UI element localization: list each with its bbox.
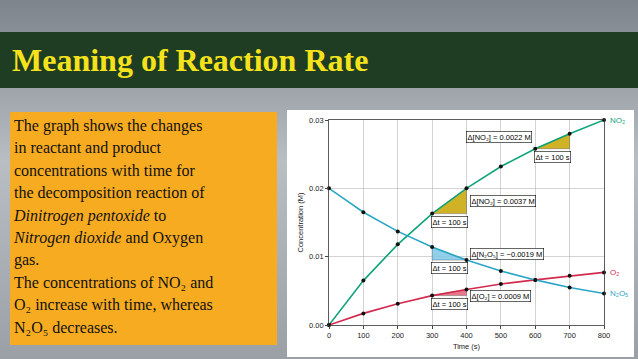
svg-text:Time (s): Time (s) <box>453 342 481 351</box>
svg-text:0.00: 0.00 <box>309 321 324 330</box>
html-text:O₂ increase with time, whereas: O₂ increase with time, whereas <box>14 296 213 314</box>
svg-text:Δ[N₂O₅] = −0.0019 M: Δ[N₂O₅] = −0.0019 M <box>472 250 543 259</box>
html-text:Meaning of Reaction Rate: Meaning of Reaction Rate <box>12 42 369 78</box>
svg-text:O₂: O₂ <box>610 268 619 277</box>
svg-text:600: 600 <box>529 331 542 340</box>
svg-text:N₂O₅: N₂O₅ <box>610 289 628 298</box>
html-text:The graph shows the changes: The graph shows the changes <box>14 117 203 134</box>
svg-text:200: 200 <box>391 331 404 340</box>
html-text:Dinitrogen pentoxide to: Dinitrogen pentoxide to <box>14 206 167 224</box>
svg-text:Concentration (M): Concentration (M) <box>296 192 305 253</box>
svg-text:Δt = 100 s: Δt = 100 s <box>536 153 570 162</box>
svg-text:500: 500 <box>495 331 508 340</box>
svg-text:0.03: 0.03 <box>309 116 324 125</box>
svg-text:100: 100 <box>357 331 370 340</box>
html-text:Nitrogen dioxide and Oxygen: Nitrogen dioxide and Oxygen <box>14 229 204 246</box>
html-text:gas.: gas. <box>14 251 40 269</box>
svg-text:0.01: 0.01 <box>309 252 324 261</box>
html-text:concentrations with time for: concentrations with time for <box>14 161 195 179</box>
svg-text:Δ[O₂] = 0.0009 M: Δ[O₂] = 0.0009 M <box>472 292 530 301</box>
svg-text:Δt = 100 s: Δt = 100 s <box>433 300 467 309</box>
svg-text:0.02: 0.02 <box>309 184 324 193</box>
svg-text:Δt = 100 s: Δt = 100 s <box>433 264 467 273</box>
svg-text:700: 700 <box>563 331 576 340</box>
html-text:The concentrations of NO₂ and: The concentrations of NO₂ and <box>14 273 214 291</box>
html-text:in reactant and product: in reactant and product <box>14 139 161 157</box>
svg-text:300: 300 <box>426 331 439 340</box>
svg-text:Δ[NO₂] = 0.0037 M: Δ[NO₂] = 0.0037 M <box>472 197 535 206</box>
svg-text:NO₂: NO₂ <box>610 116 625 125</box>
svg-text:400: 400 <box>460 331 473 340</box>
svg-text:Δ[NO₂] = 0.0022 M: Δ[NO₂] = 0.0022 M <box>468 133 531 142</box>
html-text:the decomposition reaction of: the decomposition reaction of <box>14 184 205 202</box>
svg-text:Δt = 100 s: Δt = 100 s <box>433 218 467 227</box>
svg-text:800: 800 <box>598 331 611 340</box>
html-text:N₂O₅ decreases.: N₂O₅ decreases. <box>14 318 118 336</box>
svg-text:0: 0 <box>327 331 331 340</box>
